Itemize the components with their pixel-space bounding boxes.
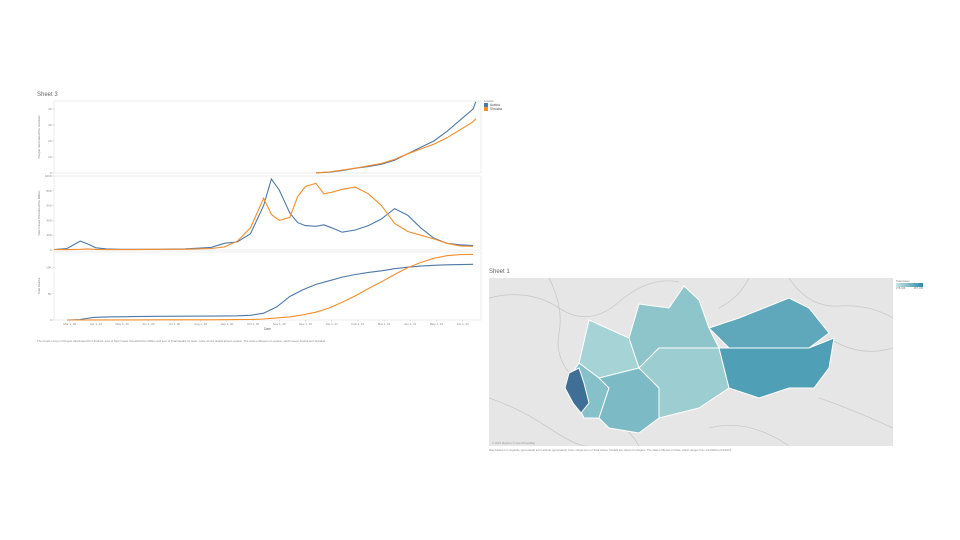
x-tick-label: Apr 1, 20 [90,322,103,326]
legend-label: Slovakia [490,107,503,111]
x-tick-label: Jun 1, 21 [456,322,469,326]
series-line-slovakia [54,182,474,251]
y-tick-label: 1000 [45,174,52,178]
color-legend: Location Austria Slovakia [484,100,502,111]
y-tick-label: 0 [50,248,52,252]
x-tick-label: Jun 1, 20 [142,322,155,326]
x-tick-label: May 1, 20 [116,322,130,326]
pane-frame [53,100,482,174]
line-chart-panel: Sheet 3 0 10 20 30 40 People Vaccinated Per H… [36,92,502,350]
legend-item-austria[interactable]: Austria [484,103,502,107]
y-axis-label: Total Deaths [37,277,41,294]
map-credit: © 2021 Mapbox © OpenStreetMap [492,441,536,445]
x-tick-label: Mar 1, 21 [378,322,391,326]
y-tick-label: 0 [50,318,52,322]
series-line-austria [53,177,474,251]
sheet-title: Sheet 1 [489,269,510,275]
legend-gradient [896,283,923,287]
y-axis-label: New Cases Smoothed Per Million [37,190,41,235]
y-tick-label: 40 [48,107,52,111]
legend-max: 487,136 [913,287,923,290]
region-east [718,337,835,399]
map-panel: Sheet 1 © 2021 Mapbox © OpenStreetMap T [486,268,926,458]
x-tick-label: May 1, 21 [430,322,444,326]
series-line-slovakia [315,118,477,174]
series-line-austria [315,101,477,174]
line-charts: 0 10 20 30 40 People Vaccinated Per Hundred 0 2… [37,100,482,331]
x-tick-label: Apr 1, 21 [404,322,417,326]
x-tick-label: Dec 1, 20 [299,322,312,326]
x-tick-label: Feb 1, 21 [352,322,365,326]
x-tick-label: Jan 1, 21 [326,322,339,326]
sheet-title: Sheet 3 [37,92,58,98]
legend-min: 276,346 [896,287,906,290]
y-axis-label: People Vaccinated Per Hundred [37,115,41,158]
legend-swatch [484,107,488,111]
x-tick-label: Sep 1, 20 [220,322,233,326]
y-tick-label: 20 [48,139,52,143]
pane-frame [53,251,482,321]
legend-label: Austria [490,103,500,107]
y-tick-label: 200 [46,233,51,237]
y-tick-label: 10K [46,266,51,270]
y-tick-label: 600 [46,204,51,208]
map-legend: Total Cases 276,346 487,136 [896,280,923,290]
x-axis-title: Date [264,327,271,331]
y-tick-label: 5K [48,292,52,296]
map-caption: Map based on Longitude (generated) and L… [489,448,733,452]
map-legend-title: Total Cases [896,280,910,283]
y-tick-label: 30 [48,123,52,127]
x-tick-label: Jul 1, 20 [169,322,181,326]
chart-caption: The trends of sum of People Vaccinated P… [37,339,326,343]
y-tick-label: 800 [46,189,51,193]
legend-swatch [484,103,488,107]
region-banska-bystrica [638,347,730,419]
x-tick-label: Oct 1, 20 [247,322,260,326]
x-tick-label: Nov 1, 20 [273,322,286,326]
series-line-austria [67,263,474,321]
y-tick-label: 0 [50,171,52,175]
pane-frame [53,175,482,251]
region-bratislava [564,367,590,414]
legend-title: Location [484,100,494,103]
y-tick-label: 10 [48,155,52,159]
series-line-slovakia [67,253,474,321]
region-map[interactable]: © 2021 Mapbox © OpenStreetMap [489,278,893,446]
legend-item-slovakia[interactable]: Slovakia [484,107,502,111]
y-tick-label: 400 [46,218,51,222]
x-tick-label: Mar 1, 20 [63,322,76,326]
x-tick-label: Aug 1, 20 [194,322,207,326]
